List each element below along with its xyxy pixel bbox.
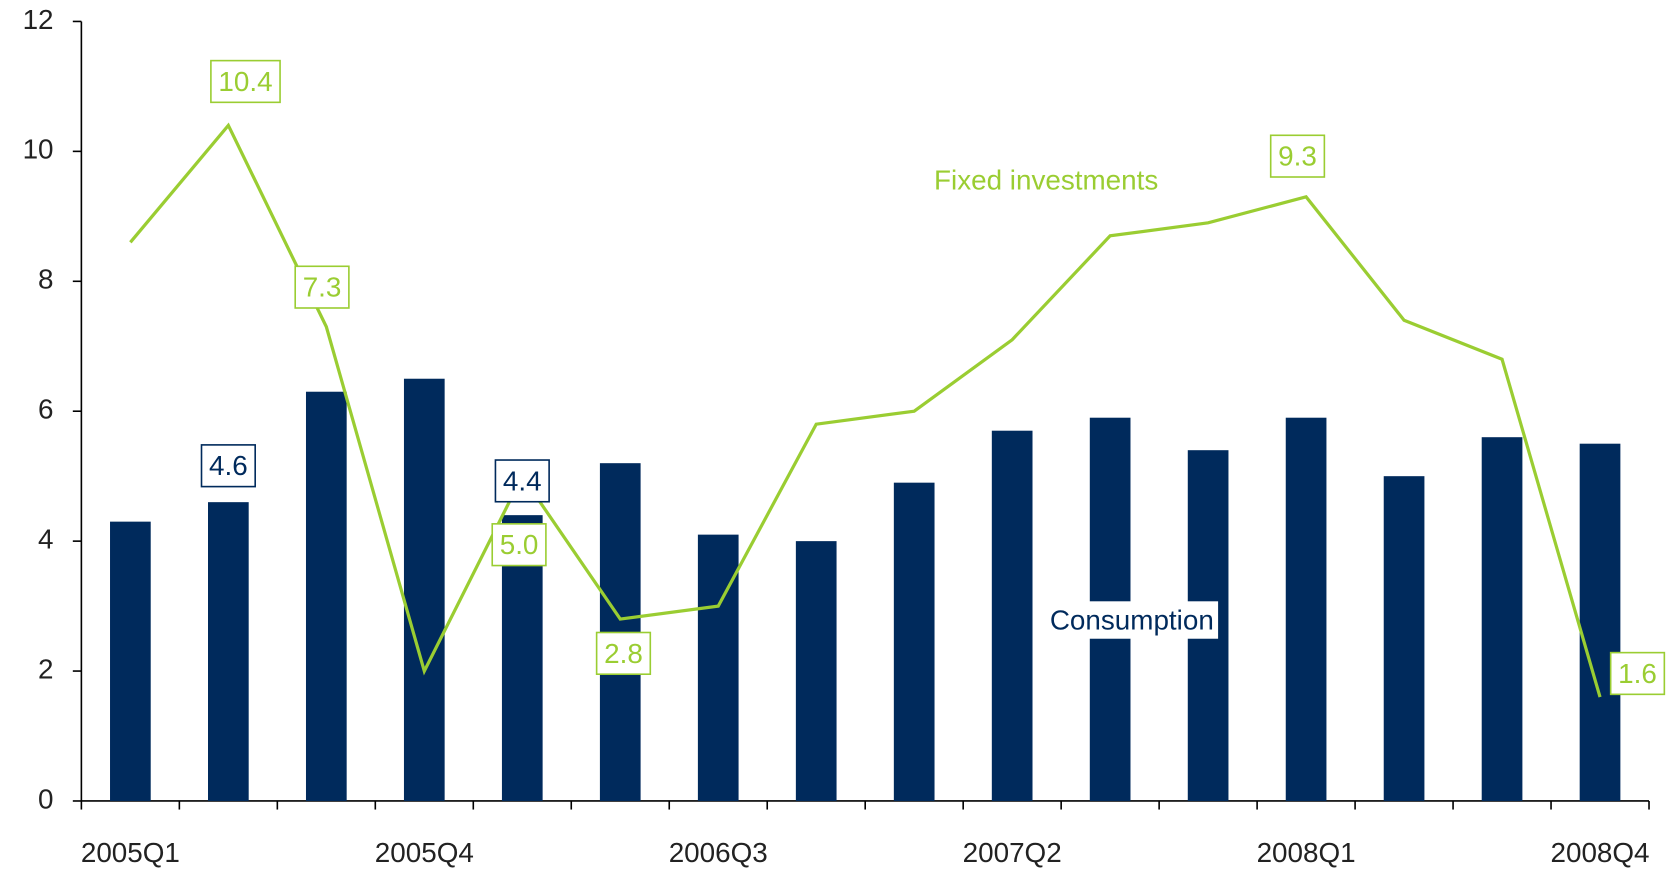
y-tick-label: 2 [38, 653, 53, 684]
series-label-bg [1045, 601, 1219, 639]
bar [697, 534, 739, 801]
x-tick-label: 2006Q3 [669, 837, 768, 868]
series-label-group: Consumption [1045, 601, 1219, 639]
y-tick-label: 0 [38, 783, 53, 814]
value-label: 4.6 [209, 450, 248, 481]
x-tick-label: 2005Q4 [375, 837, 474, 868]
x-tick-label: 2008Q1 [1257, 837, 1356, 868]
series-label-group: Fixed investments [934, 164, 1158, 195]
value-label-group: 2.8 [595, 631, 652, 676]
value-label: 9.3 [1278, 141, 1317, 172]
bar [1579, 443, 1621, 801]
value-label: 7.3 [303, 272, 342, 303]
line [129, 122, 1602, 698]
value-label-group: 10.4 [210, 59, 281, 104]
value-label-box [1609, 651, 1666, 696]
value-label-group: 9.3 [1269, 134, 1326, 178]
y-tick-label: 6 [38, 394, 53, 425]
bar [110, 521, 151, 801]
bar [403, 378, 445, 801]
bar [991, 430, 1033, 801]
bar [305, 391, 347, 801]
value-label: 1.6 [1618, 658, 1657, 689]
value-label-box [491, 523, 547, 567]
value-label-group: 4.6 [200, 444, 256, 488]
bar [208, 502, 249, 801]
series-label: Fixed investments [934, 164, 1158, 195]
bar [893, 482, 935, 801]
value-label-box [294, 265, 350, 309]
value-label-box [595, 631, 652, 676]
value-label-box [1269, 134, 1326, 178]
x-tick-label: 2008Q4 [1551, 837, 1650, 868]
y-tick-label: 10 [23, 134, 54, 165]
series-label: Consumption [1050, 605, 1214, 636]
y-tick-label: 4 [38, 523, 53, 554]
bar [795, 541, 837, 801]
value-label: 10.4 [218, 66, 272, 97]
value-label: 2.8 [604, 638, 643, 669]
bar [1481, 437, 1523, 801]
y-tick-label: 12 [23, 4, 54, 35]
value-label-box [210, 59, 281, 104]
y-tick-label: 8 [38, 264, 53, 295]
value-label-group: 1.6 [1609, 651, 1666, 696]
value-label-box [200, 444, 256, 488]
x-tick-label: 2005Q1 [81, 837, 180, 868]
value-label-group: 5.0 [491, 523, 547, 567]
bar [1285, 417, 1327, 801]
value-label-group: 7.3 [294, 265, 350, 309]
bar [1383, 476, 1425, 801]
value-label: 4.4 [503, 465, 542, 496]
value-label-box [494, 459, 550, 503]
value-label: 5.0 [500, 529, 539, 560]
x-tick-label: 2007Q2 [963, 837, 1062, 868]
value-label-group: 4.4 [494, 459, 550, 503]
